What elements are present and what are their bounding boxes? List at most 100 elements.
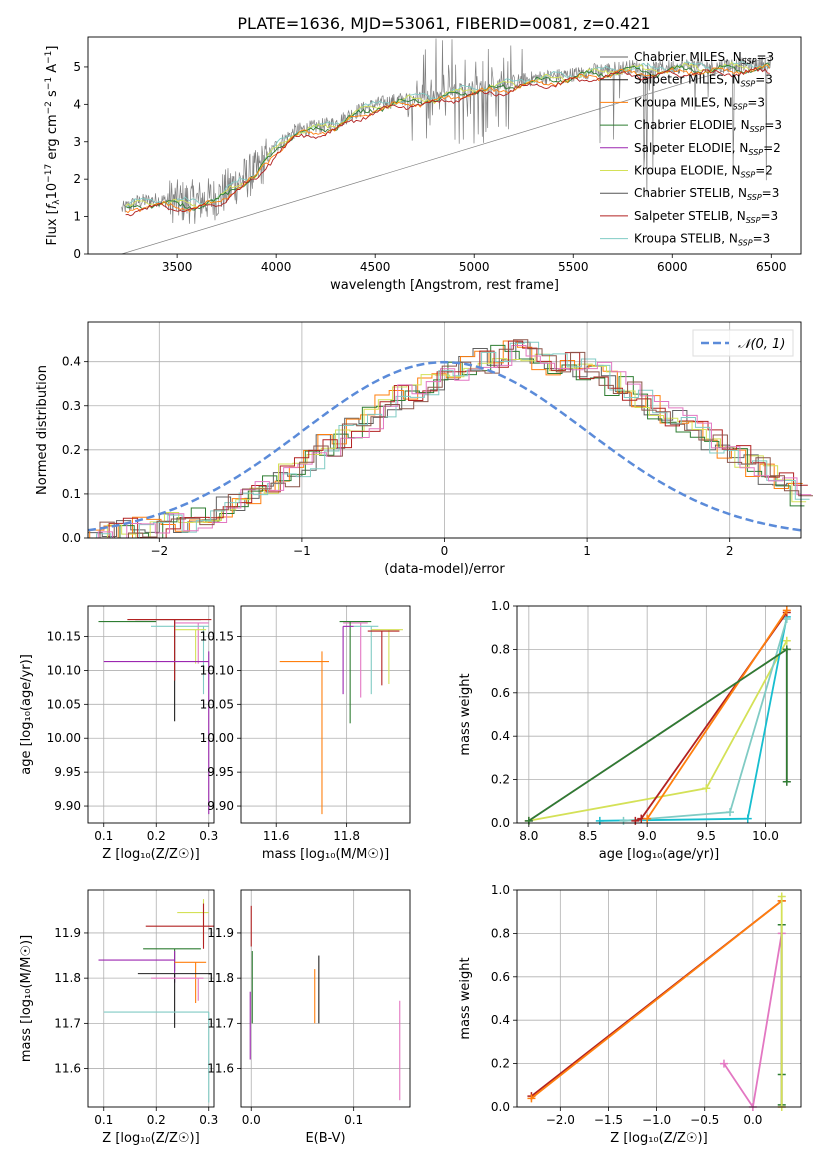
axes-frame xyxy=(87,889,215,1108)
y-tick-label: 11.8 xyxy=(54,971,81,985)
x-axis-label: E(B-V) xyxy=(305,1131,345,1146)
legend-label: 𝒩(0, 1) xyxy=(738,337,785,352)
x-tick-label: 0.1 xyxy=(94,1113,113,1127)
axes-frame xyxy=(87,321,802,539)
y-tick-label: 11.7 xyxy=(54,1016,81,1030)
legend-label-sub: SSP xyxy=(750,125,765,134)
weight-line xyxy=(646,609,788,820)
y-axis-label-part: −17 xyxy=(44,164,54,183)
legend-label-sub: SSP xyxy=(746,216,761,225)
model-spectrum-line xyxy=(125,66,770,217)
legend-label-suffix: =2 xyxy=(755,164,773,178)
x-tick-label: 5000 xyxy=(459,260,490,274)
weight-marker xyxy=(643,814,652,823)
y-tick-label: 10.05 xyxy=(47,697,81,711)
plot-area-residuals xyxy=(87,339,813,539)
plot-area-age-vs-Z xyxy=(98,619,212,815)
axes-frame xyxy=(516,605,802,824)
y-tick-label: 1 xyxy=(73,210,81,224)
axes-weight-vs-Z: −2.0 −1.5 −1.0 −0.5 0.0 0.0 0.2 0.4 0.6 0.8 1.0 Z [… xyxy=(458,883,802,1146)
y-tick-label: 0.0 xyxy=(491,816,510,830)
y-axis-label-part: f xyxy=(45,202,60,209)
x-tick-label: 6500 xyxy=(756,260,787,274)
weight-marker xyxy=(631,816,640,825)
residual-histogram-line xyxy=(94,340,808,539)
legend-label-text: Chabrier ELODIE, N xyxy=(634,118,750,132)
residual-histogram-line xyxy=(91,344,805,539)
legend-label-suffix: =3 xyxy=(756,50,774,64)
x-tick-label: 8.0 xyxy=(519,829,538,843)
plot-area-mass-vs-EBV xyxy=(249,905,401,1101)
legend-label-text: Chabrier STELIB, N xyxy=(634,186,747,200)
y-axis-label-part: A xyxy=(45,64,60,77)
x-axis-label: Z [log₁₀(Z/Z☉)] xyxy=(610,1131,707,1146)
legend-label-suffix: =2 xyxy=(763,141,781,155)
y-axis-label-part: λ xyxy=(52,199,62,205)
x-tick-label: 11.8 xyxy=(333,829,360,843)
y-tick-label: 0.3 xyxy=(62,399,81,413)
legend-residuals: 𝒩(0, 1) xyxy=(692,329,794,357)
weight-marker xyxy=(782,777,791,786)
y-axis-label: Flux [fλ10−17 erg cm−2 s−1 A−1] xyxy=(44,46,62,246)
y-tick-label: 11.9 xyxy=(207,926,234,940)
y-tick-label: 11.8 xyxy=(207,971,234,985)
y-axis-label: age [log₁₀(age/yr)] xyxy=(19,654,34,775)
legend-label-suffix: =3 xyxy=(762,186,780,200)
legend-label: Kroupa ELODIE, NSSP=2 xyxy=(634,164,773,180)
residual-histogram-line xyxy=(92,353,807,539)
y-tick-label: 0.0 xyxy=(491,1100,510,1114)
weight-marker xyxy=(719,1059,728,1068)
x-tick-label: −2.0 xyxy=(546,1113,575,1127)
x-tick-label: 3500 xyxy=(162,260,193,274)
legend-label-sub: SSP xyxy=(748,148,763,157)
axes-frame xyxy=(240,605,411,824)
x-tick-label: −2 xyxy=(150,544,168,558)
y-tick-label: 9.95 xyxy=(54,765,81,779)
x-tick-label: −0.5 xyxy=(690,1113,719,1127)
x-tick-label: 0.0 xyxy=(743,1113,762,1127)
legend-label-sub: SSP xyxy=(738,239,753,248)
y-tick-label: 0.4 xyxy=(491,729,510,743)
axes-mass-vs-Z: 0.1 0.2 0.3 11.6 11.7 11.8 11.9 Z [log₁₀(Z/Z☉)]… xyxy=(19,889,218,1146)
y-axis-label-part: −1 xyxy=(44,77,54,90)
legend-label: Chabrier MILES, NSSP=3 xyxy=(634,50,774,66)
y-tick-label: 0.4 xyxy=(491,1013,510,1027)
y-tick-label: 9.90 xyxy=(207,799,234,813)
legend-label-suffix: =3 xyxy=(755,73,773,87)
legend-label-sub: SSP xyxy=(741,80,756,89)
x-tick-label: 0.2 xyxy=(147,829,166,843)
weight-marker xyxy=(743,814,752,823)
y-tick-label: 4 xyxy=(73,97,81,111)
x-tick-label: 2 xyxy=(726,544,734,558)
y-tick-label: 9.95 xyxy=(207,765,234,779)
weight-marker xyxy=(619,816,628,825)
legend-label-suffix: =3 xyxy=(764,118,782,132)
weight-marker xyxy=(782,606,791,615)
y-axis-label: Normed distribution xyxy=(35,365,50,495)
y-tick-label: 0.6 xyxy=(491,970,510,984)
y-tick-label: 10.00 xyxy=(200,731,234,745)
x-tick-label: 10.0 xyxy=(752,829,779,843)
weight-marker xyxy=(595,816,604,825)
y-axis-label: mass weight xyxy=(458,957,473,1039)
y-tick-label: 0.8 xyxy=(491,926,510,940)
weight-marker xyxy=(527,1094,536,1103)
x-tick-label: 0.1 xyxy=(344,1113,363,1127)
y-tick-label: 0.0 xyxy=(62,531,81,545)
legend-label-sub: SSP xyxy=(741,171,756,180)
legend-label: Chabrier ELODIE, NSSP=3 xyxy=(634,118,782,134)
residual-histogram-line xyxy=(96,341,810,539)
axes-frame xyxy=(240,889,411,1108)
legend-label: Salpeter ELODIE, NSSP=2 xyxy=(634,141,781,157)
axes-mass-vs-EBV: 0.0 0.1 11.6 11.7 11.8 11.9 E(B-V) xyxy=(207,889,411,1146)
y-tick-label: 0.2 xyxy=(491,1057,510,1071)
x-axis-label: Z [log₁₀(Z/Z☉)] xyxy=(102,847,199,862)
legend-label-text: Salpeter ELODIE, N xyxy=(634,141,748,155)
y-tick-label: 1.0 xyxy=(491,599,510,613)
y-tick-label: 0.2 xyxy=(491,773,510,787)
y-tick-label: 10.05 xyxy=(200,697,234,711)
legend-label-sub: SSP xyxy=(742,57,757,66)
y-tick-label: 5 xyxy=(73,60,81,74)
